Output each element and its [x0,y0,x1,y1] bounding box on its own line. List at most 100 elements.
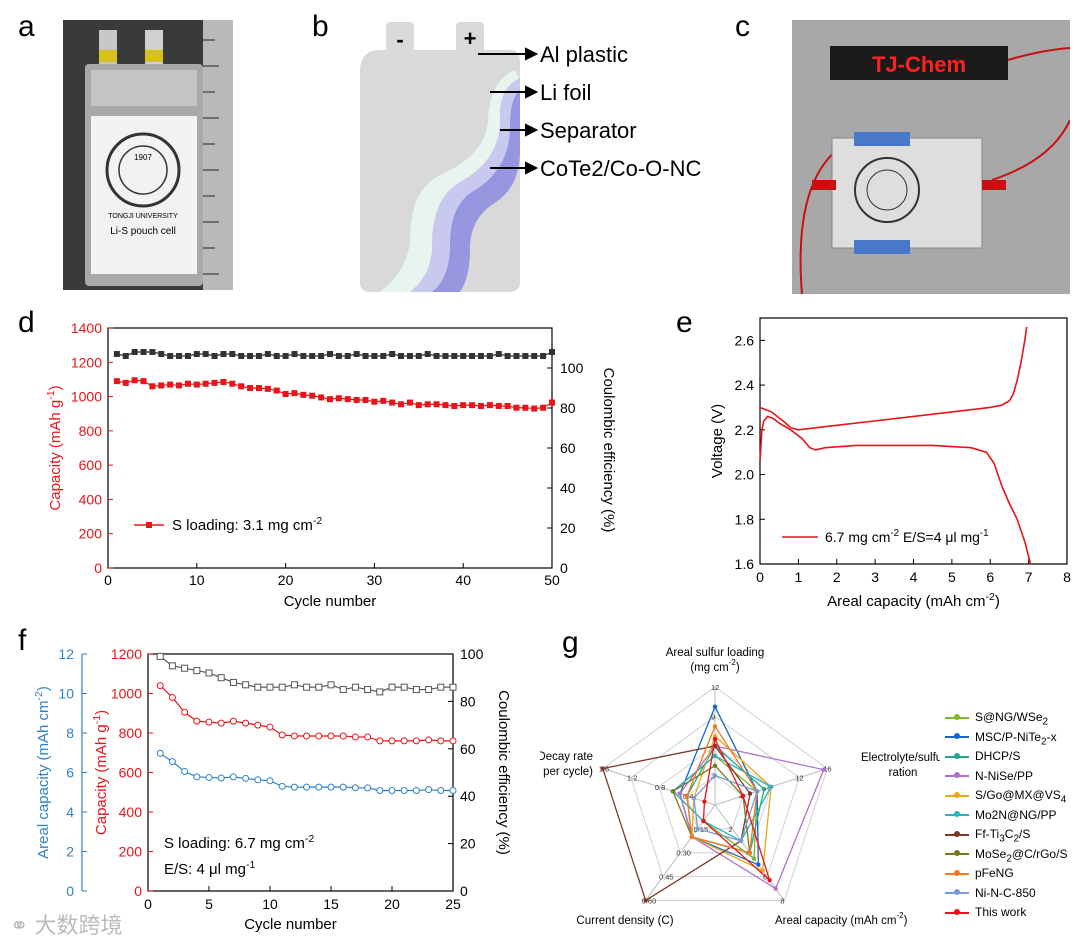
data-point [167,353,174,359]
data-point [202,380,209,387]
data-point [364,686,372,694]
radar-point [760,868,765,873]
radar-tick-label: 12 [795,774,803,783]
data-point [156,749,164,757]
panel-label-c: c [735,10,750,43]
legend-swatch [945,811,969,818]
x-axis-label: Areal capacity (mAh cm-2) [827,591,1000,610]
data-point [254,683,262,691]
data-point [425,686,433,694]
radar-axis-title: Electrolyte/sulfur [861,752,940,764]
data-point [193,381,200,388]
data-point [255,385,262,391]
y3-tick-label: 8 [66,725,74,741]
legend-item: pFeNG [945,864,1014,882]
radar-point [761,786,767,792]
legend-item: S/Go@MX@VS4 [945,786,1066,805]
data-point [254,721,262,729]
y-tick-label: 1200 [111,646,142,662]
data-point [339,732,347,740]
data-point [335,353,342,359]
data-point [168,758,176,766]
legend-marker [146,522,152,528]
data-point [371,398,378,405]
data-point [540,404,547,411]
data-point [184,380,191,387]
legend-label: This work [975,905,1027,919]
data-point [327,783,335,791]
legend-swatch [945,830,969,837]
radar-point [684,793,690,799]
data-point [406,353,413,359]
radar-point [747,791,753,796]
y3-tick-label: 2 [66,844,74,860]
panel-label-e: e [676,306,693,339]
data-point [412,686,420,694]
legend-label: MoSe2@C/rGo/S [975,846,1068,864]
data-point [495,351,502,357]
data-point [433,353,440,359]
data-point [113,351,120,357]
legend-swatch [945,908,969,915]
y-tick-label: 1200 [71,354,102,370]
radar-series-ff-ti3c2-s [601,745,751,902]
data-point [412,737,420,745]
data-point [205,773,213,781]
data-point [217,774,225,782]
chart-e-voltage-profile: 0 1 2 3 4 5 6 7 8 1.6 1.8 2.0 2.2 2.4 2.6 Areal capacit… [709,317,1071,610]
data-point [220,379,227,385]
radar-point [751,856,757,861]
data-point [122,353,129,359]
radar-point [712,753,718,759]
data-point [303,732,311,740]
data-point [344,353,351,359]
legend-item: Ni-N-C-850 [945,884,1036,902]
y-tick-label: 600 [79,457,103,473]
data-point [205,718,213,726]
data-point [184,353,191,359]
legend-swatch [945,772,969,779]
data-point [181,708,189,716]
data-point [211,353,218,359]
data-point [318,394,325,401]
legend-item: This work [945,903,1026,921]
radar-series-n-nise-pp [679,745,825,890]
radar-grid-ring [658,745,772,854]
x-tick-label: 20 [278,572,294,588]
y3-tick-label: 4 [66,804,74,820]
data-point [437,737,445,745]
y2-tick-label: 60 [560,440,576,456]
data-point [376,688,384,696]
y2-tick-label: 40 [560,480,576,496]
data-point [309,392,316,399]
data-point [266,683,274,691]
data-point [400,737,408,745]
data-point [122,379,129,386]
radar-point [747,850,752,855]
data-point [278,782,286,790]
data-point [264,351,271,357]
legend-text: 6.7 mg cm-2 E/S=4 μl mg-1 [825,528,989,545]
data-point [278,683,286,691]
y-tick-label: 0 [94,560,102,576]
data-point [433,401,440,408]
minus-terminal: - [396,27,403,52]
pouch-body [360,50,520,292]
data-point [247,353,254,359]
data-point [229,351,236,357]
radar-grid-ring [602,686,828,901]
y-tick-label: 400 [119,804,143,820]
legend-swatch [945,889,969,896]
y2-tick-label: 0 [460,883,468,899]
data-point [290,732,298,740]
data-point [181,768,189,776]
data-point [255,353,262,359]
data-point [327,681,335,689]
chart-f-cycling-high-loading: 0 2 4 6 8 10 12 Areal capacity (mAh cm-2) 0 5 10 15… [33,646,512,933]
radar-point [701,818,706,824]
x-axis-label: Cycle number [284,593,377,610]
data-point [131,349,138,355]
x-tick-label: 40 [455,572,471,588]
x-tick-label: 30 [367,572,383,588]
y2-tick-label: 100 [560,360,584,376]
